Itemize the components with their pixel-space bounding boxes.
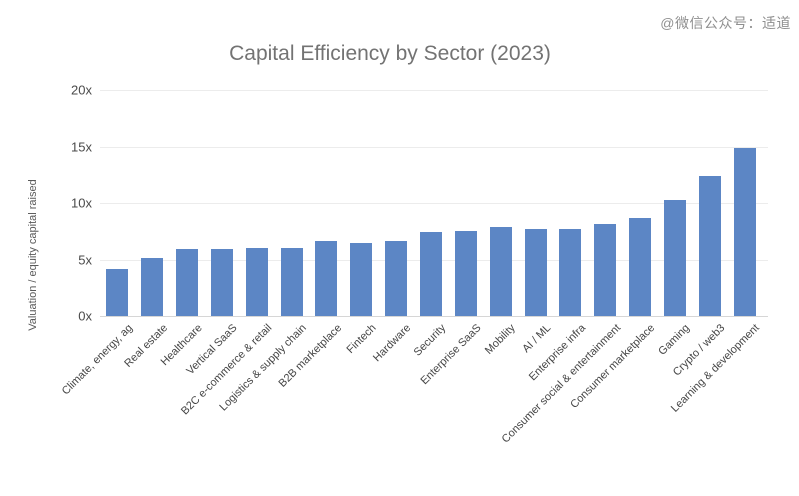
bar xyxy=(559,228,582,316)
x-tick-label: Mobility xyxy=(483,322,519,357)
bar xyxy=(663,199,686,316)
bar xyxy=(420,232,442,316)
y-tick-label: 10x xyxy=(71,195,92,211)
bar xyxy=(280,248,303,316)
bar xyxy=(594,224,617,316)
bar xyxy=(141,258,164,316)
bar xyxy=(524,228,547,316)
gridline-0x xyxy=(100,316,768,317)
gridline-10x xyxy=(100,203,768,204)
bar xyxy=(489,226,512,316)
bar xyxy=(385,241,408,316)
bar xyxy=(106,268,129,316)
x-tick-label: Enterprise SaaS xyxy=(418,322,484,388)
bar xyxy=(315,241,338,316)
y-tick-label: 15x xyxy=(71,139,92,154)
bar xyxy=(454,231,477,316)
bar xyxy=(176,249,199,316)
gridline-20x xyxy=(100,90,768,91)
x-tick-label: AI / ML xyxy=(519,322,554,356)
watermark: @微信公众号：适道 xyxy=(660,15,791,31)
x-tick-label: B2B marketplace xyxy=(276,322,344,390)
bar xyxy=(698,175,721,316)
x-tick-label: Hardware xyxy=(371,322,414,365)
gridline-15x xyxy=(100,146,768,148)
y-tick-label: 0x xyxy=(78,308,92,324)
bar xyxy=(733,147,756,316)
bar xyxy=(210,249,233,316)
bar xyxy=(629,217,652,316)
x-tick-label: Fintech xyxy=(344,322,379,356)
bar xyxy=(245,248,268,316)
y-tick-label: 5x xyxy=(78,252,92,267)
y-tick-label: 20x xyxy=(71,82,92,98)
chart-title: Capital Efficiency by Sector (2023) xyxy=(229,42,551,65)
bar xyxy=(350,242,373,316)
